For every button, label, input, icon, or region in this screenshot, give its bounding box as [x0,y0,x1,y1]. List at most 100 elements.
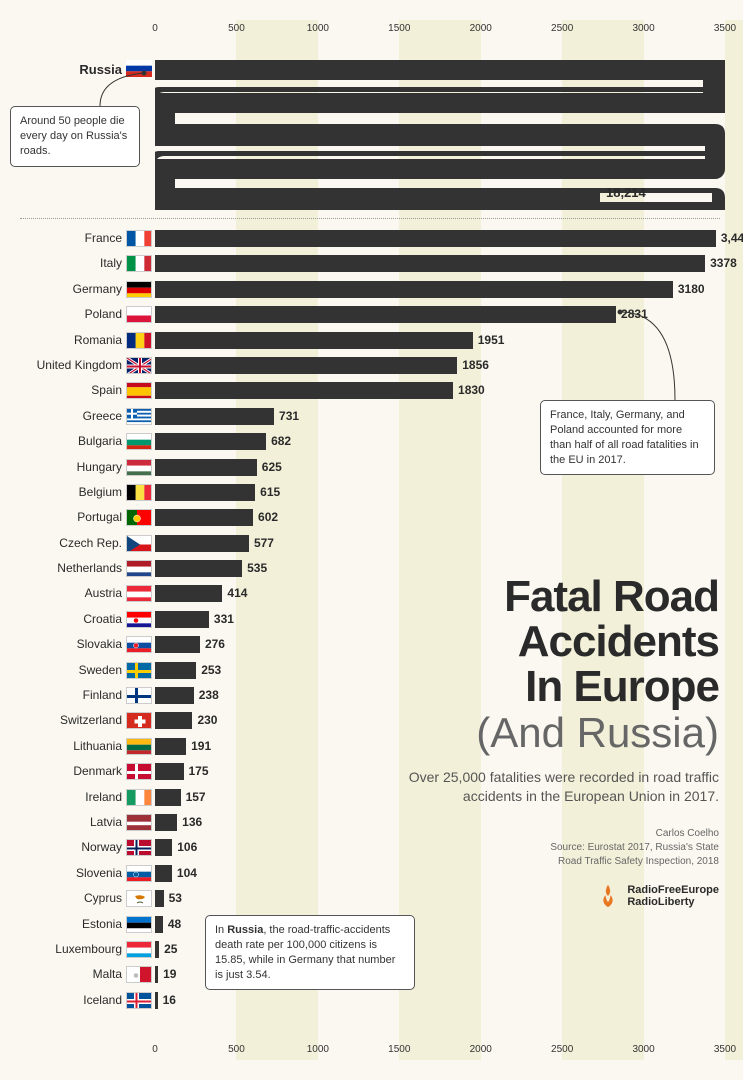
bar-rect [155,916,163,933]
bar-label: Finland [0,688,122,702]
bar-label: Czech Rep. [0,536,122,550]
bar-rect [155,789,181,806]
flag-icon [126,636,152,653]
bar-label: Sweden [0,663,122,677]
flag-icon [126,789,152,806]
bar-label: Slovakia [0,637,122,651]
bar-value: 175 [189,764,209,778]
axis-tick: 1000 [307,1044,329,1055]
bar-rect [155,839,172,856]
bar-label: Spain [0,383,122,397]
axis-tick: 2000 [470,23,492,34]
bar-rect [155,433,266,450]
title-line2: Accidents [389,620,719,665]
axis-tick: 3000 [632,1044,654,1055]
bar-label: Latvia [0,815,122,829]
flag-icon [126,941,152,958]
bar-label: Switzerland [0,713,122,727]
title-sub: (And Russia) [389,712,719,754]
bar-rect [155,992,158,1009]
bar-value: 1951 [478,333,505,347]
bar-label: Greece [0,409,122,423]
flag-icon [126,611,152,628]
bar-rect [155,890,164,907]
flag-icon [126,459,152,476]
bar-rect [155,255,705,272]
bar-value: 577 [254,536,274,550]
bar-rect [155,332,473,349]
bar-value: 602 [258,510,278,524]
source-line2: Road Traffic Safety Inspection, 2018 [389,855,719,869]
bar-label: Bulgaria [0,434,122,448]
bar-label: Belgium [0,485,122,499]
flag-icon [126,763,152,780]
bar-label: Italy [0,256,122,270]
flag-icon [126,992,152,1009]
axis-bottom: 0500100015002000250030003500 [155,1039,725,1055]
bar-value: 276 [205,637,225,651]
bar-value: 1830 [458,383,485,397]
bar-value: 331 [214,612,234,626]
bar-rect [155,306,616,323]
bar-rect [155,941,159,958]
bar-label: United Kingdom [0,358,122,372]
title-line3: In Europe [389,665,719,710]
bar-value: 191 [191,739,211,753]
callout-top-four: France, Italy, Germany, and Poland accou… [540,400,715,475]
bar-row: Iceland16 [0,988,730,1013]
bar-rect [155,484,255,501]
bar-value: 53 [169,891,182,905]
title-block: Fatal Road Accidents In Europe (And Russ… [389,575,719,909]
bar-label: Poland [0,307,122,321]
bar-value: 414 [227,586,247,600]
bar-label: Romania [0,333,122,347]
bar-rect [155,814,177,831]
bar-rect [155,636,200,653]
axis-tick: 2500 [551,1044,573,1055]
bar-label: Lithuania [0,739,122,753]
bar-value: 238 [199,688,219,702]
bar-row: Belgium615 [0,480,730,505]
flag-icon [126,509,152,526]
flag-icon [126,230,152,247]
bar-label: Croatia [0,612,122,626]
bar-row: Czech Rep. 577 [0,531,730,556]
bar-label: Iceland [0,993,122,1007]
bar-rect [155,865,172,882]
bar-rect [155,712,192,729]
bar-rect [155,763,184,780]
bar-label: Portugal [0,510,122,524]
flag-icon [126,916,152,933]
axis-tick: 0 [152,1044,158,1055]
axis-tick: 500 [228,23,245,34]
bar-row: Poland2831 [0,302,730,327]
bar-row: Italy3378 [0,251,730,276]
flag-icon [126,281,152,298]
axis-tick: 0 [152,23,158,34]
flag-icon [126,585,152,602]
flag-icon [126,357,152,374]
bar-rect [155,382,453,399]
source-line1: Source: Eurostat 2017, Russia's State [389,841,719,855]
axis-tick: 3000 [632,23,654,34]
rferl-torch-icon [595,883,621,909]
bar-row: France3,444 [0,226,730,251]
flag-icon [126,255,152,272]
bar-rect [155,662,196,679]
bar-rect [155,611,209,628]
flag-icon [126,662,152,679]
bar-value: 3378 [710,256,737,270]
callout-death-rate: In Russia, the road-traffic-accidents de… [205,915,415,990]
bar-rect [155,560,242,577]
logo-text: RadioFreeEurope RadioLiberty [627,884,719,908]
bar-rect [155,230,716,247]
author: Carlos Coelho [389,827,719,841]
bar-label: Malta [0,967,122,981]
title-desc: Over 25,000 fatalities were recorded in … [389,768,719,807]
flag-icon [126,484,152,501]
bar-label: Cyprus [0,891,122,905]
bar-value: 48 [168,917,181,931]
axis-tick: 1500 [388,1044,410,1055]
bar-rect [155,509,253,526]
logo: RadioFreeEurope RadioLiberty [389,883,719,909]
